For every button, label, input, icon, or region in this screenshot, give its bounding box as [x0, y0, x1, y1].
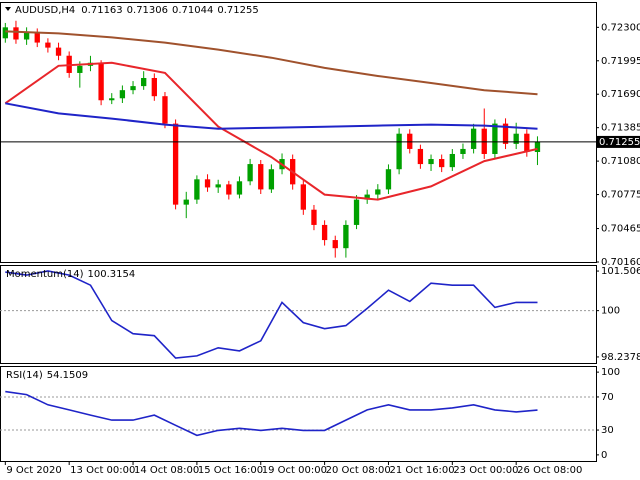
indicator-line [5, 102, 538, 130]
y-tick-label: 98.2378 [601, 352, 640, 363]
y-tick-label: 0.71385 [601, 123, 640, 134]
candle-body [343, 224, 349, 249]
candle-body [45, 42, 51, 48]
x-tick-label: 21 Oct 16:00 [389, 465, 454, 476]
candle-body [268, 169, 275, 190]
indicator-line [5, 270, 538, 359]
ohlc-close: 0.71255 [217, 5, 258, 16]
y-tick-label: 0.71995 [601, 56, 640, 67]
candle-body [226, 184, 232, 195]
x-tick-label: 13 Oct 00:00 [70, 465, 135, 476]
chart-header: AUDUSD,H4 0.71163 0.71306 0.71044 0.71255 [15, 5, 259, 16]
indicator-line [5, 390, 538, 437]
candle-body [407, 133, 413, 149]
candle-body [34, 32, 40, 43]
candle-body [13, 27, 19, 40]
candle-body [258, 164, 264, 190]
ohlc-high: 0.71306 [127, 5, 168, 16]
ohlc-low: 0.71044 [172, 5, 213, 16]
candle-body [162, 96, 168, 124]
y-tick-label: 0.71690 [601, 89, 640, 100]
symbol: AUDUSD,H4 [15, 5, 75, 16]
candle-body [332, 240, 338, 249]
candle-body [2, 27, 8, 39]
panel-frame [0, 366, 597, 462]
x-tick-label: 15 Oct 16:00 [198, 465, 263, 476]
candle-body [449, 153, 455, 168]
y-tick-label: 100 [601, 306, 620, 317]
y-tick-label: 0 [601, 450, 607, 461]
candle-body [109, 98, 115, 101]
candle-body [502, 123, 509, 144]
candle-body [417, 148, 424, 165]
candle-body [396, 133, 402, 170]
candle-body [481, 128, 487, 154]
y-tick-label: 30 [601, 425, 614, 436]
candle-body [300, 184, 306, 210]
x-tick-label: 20 Oct 08:00 [326, 465, 391, 476]
x-tick-label: 19 Oct 00:00 [262, 465, 327, 476]
candle-body [77, 65, 83, 73]
y-tick-label: 100 [601, 367, 620, 378]
y-tick-label: 0.71080 [601, 156, 640, 167]
indicator-title: Momentum(14) 100.3154 [6, 269, 135, 280]
x-tick-label: 26 Oct 08:00 [517, 465, 582, 476]
x-tick-label: 23 Oct 00:00 [453, 465, 518, 476]
price-label: 0.71255 [599, 137, 640, 148]
indicator-title: RSI(14) 54.1509 [6, 370, 88, 381]
candle-body [428, 159, 434, 165]
candle-body [524, 133, 530, 153]
candle-body [215, 184, 221, 188]
candle-body [385, 169, 392, 190]
y-tick-label: 0.70465 [601, 224, 640, 235]
candle-body [55, 47, 62, 56]
indicator-value: 54.1509 [47, 370, 88, 381]
panel-frame [0, 265, 597, 364]
candle-body [98, 62, 104, 101]
indicator-name: Momentum(14) [6, 269, 84, 280]
candle-body [513, 133, 519, 144]
candle-body [236, 181, 243, 195]
candle-body [119, 90, 126, 99]
indicator-line [4, 61, 538, 201]
candle-body [141, 77, 147, 87]
candle-body [321, 224, 328, 241]
candle-body [247, 164, 253, 182]
y-tick-label: 0.70775 [601, 190, 640, 201]
candle-body [23, 32, 30, 40]
y-tick-label: 0.72300 [601, 22, 640, 33]
x-tick-label: 9 Oct 2020 [6, 465, 61, 476]
candle-body [439, 159, 445, 168]
candle-body [151, 77, 157, 97]
candle-body [353, 199, 360, 225]
candle-body [492, 123, 498, 154]
panel-frame [0, 2, 597, 263]
indicator-value: 100.3154 [88, 269, 136, 280]
candle-body [534, 141, 541, 153]
candle-body [311, 209, 317, 225]
indicator-name: RSI(14) [6, 370, 43, 381]
indicator-line [5, 30, 538, 96]
price-label-box [596, 135, 640, 148]
y-tick-label: 101.5065 [601, 266, 640, 277]
candle-body [364, 194, 370, 200]
candle-body [460, 148, 466, 154]
collapse-icon[interactable] [5, 7, 11, 11]
x-tick-label: 14 Oct 08:00 [134, 465, 199, 476]
candle-body [130, 86, 136, 91]
candle-body [194, 179, 200, 200]
candle-body [375, 189, 381, 195]
ohlc-open: 0.71163 [81, 5, 122, 16]
candle-body [172, 123, 179, 205]
candle-body [470, 128, 477, 149]
candle-body [204, 179, 211, 188]
y-tick-label: 0.70160 [601, 257, 640, 268]
candle-body [183, 199, 189, 205]
y-tick-label: 70 [601, 392, 614, 403]
